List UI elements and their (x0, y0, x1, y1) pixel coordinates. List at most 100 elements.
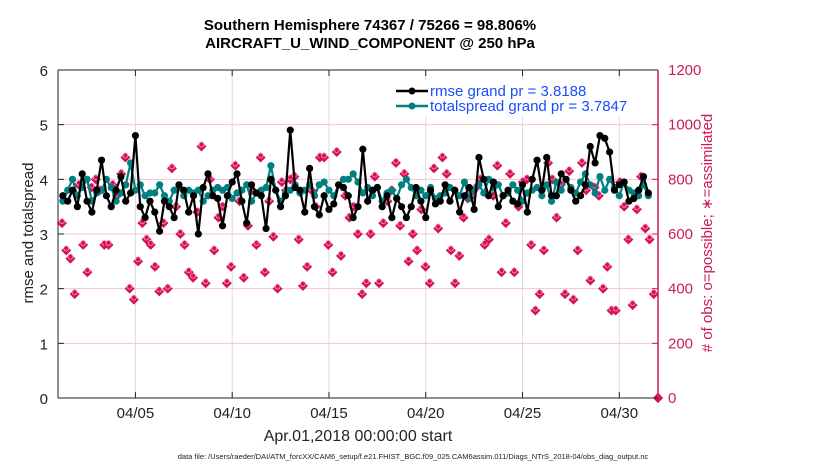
obs-possible-circle (502, 218, 509, 224)
x-tick-label: 04/25 (504, 405, 542, 422)
rmse-point (339, 183, 348, 192)
obs-count-marker (251, 239, 262, 250)
obs-assimilated-star (623, 234, 634, 245)
obs-count-marker (162, 283, 173, 294)
obs-possible-circle (143, 234, 150, 241)
totalspread-point (591, 189, 599, 197)
obs-count-marker (407, 229, 418, 239)
rmse-point (426, 186, 435, 194)
obs-count-marker (124, 283, 135, 294)
y-right-tick-label: 400 (668, 281, 693, 298)
rmse-point (88, 208, 96, 216)
rmse-point (276, 203, 285, 211)
totalspread-point (514, 186, 522, 194)
obs-possible-circle (147, 240, 154, 246)
obs-count-marker (500, 218, 511, 229)
obs-assimilated-star (631, 204, 642, 215)
totalspread-point (615, 192, 623, 200)
totalspread-point (601, 186, 609, 194)
obs-assimilated-star (454, 250, 465, 261)
rmse-point (538, 186, 546, 194)
rmse-point (359, 145, 367, 153)
x-tick-label: 04/20 (407, 405, 445, 422)
obs-count-marker (378, 218, 389, 229)
obs-assimilated-star (82, 267, 93, 278)
rmse-point (523, 208, 531, 216)
obs-assimilated-star (259, 267, 270, 278)
obs-assimilated-star (585, 275, 596, 286)
legend-totalspread-marker (408, 102, 416, 110)
obs-possible-circle (295, 234, 302, 241)
obs-possible-circle (405, 256, 412, 263)
rmse-point (131, 132, 140, 140)
obs-count-marker (226, 261, 237, 272)
obs-possible-circle (122, 152, 129, 159)
obs-possible-circle (650, 289, 657, 296)
obs-count-marker (149, 261, 160, 272)
rmse-point (112, 186, 120, 194)
obs-assimilated-star (365, 229, 376, 239)
rmse-point (310, 203, 319, 211)
obs-assimilated-star (154, 286, 165, 297)
obs-count-marker (538, 245, 549, 256)
obs-assimilated-star (420, 261, 431, 272)
obs-possible-circle (570, 294, 577, 301)
totalspread-point (538, 192, 546, 200)
obs-count-marker (534, 289, 545, 300)
obs-assimilated-star (128, 294, 139, 305)
x-axis-label: Apr.01,2018 00:00:00 start (264, 428, 453, 445)
obs-possible-circle (633, 204, 640, 211)
totalspread-point (596, 173, 604, 181)
obs-possible-circle (566, 166, 573, 173)
obs-possible-circle (621, 201, 628, 208)
rmse-point (349, 214, 357, 222)
y-right-tick-label: 600 (668, 226, 693, 243)
rmse-point (601, 134, 609, 142)
obs-assimilated-star (395, 220, 406, 231)
rmse-point (151, 208, 159, 216)
rmse-point (267, 175, 275, 183)
obs-assimilated-star (627, 300, 638, 311)
y-tick-label: 3 (40, 227, 48, 244)
obs-possible-circle (422, 261, 429, 268)
obs-assimilated-star (78, 239, 89, 250)
obs-possible-circle (532, 305, 539, 312)
obs-possible-circle (354, 229, 361, 235)
rmse-point (388, 214, 396, 222)
obs-possible-circle (600, 283, 606, 290)
obs-possible-circle (278, 177, 285, 183)
obs-assimilated-star (124, 283, 135, 294)
rmse-point (286, 126, 294, 134)
rmse-point (528, 175, 536, 183)
obs-count-marker (492, 160, 503, 171)
rmse-point (204, 170, 212, 178)
obs-count-marker (551, 212, 562, 223)
obs-count-marker (369, 171, 380, 182)
rmse-point (199, 183, 207, 192)
obs-assimilated-star (407, 229, 418, 239)
obs-count-marker (196, 141, 207, 152)
obs-assimilated-star (226, 261, 237, 272)
legend-rmse-label: rmse grand pr = 3.8188 (430, 83, 586, 100)
obs-possible-circle (540, 245, 547, 252)
obs-count-marker (238, 272, 249, 283)
rmse-point (635, 186, 643, 194)
obs-possible-circle (646, 234, 653, 241)
obs-possible-circle (393, 158, 399, 164)
obs-count-marker (437, 152, 448, 163)
rmse-point (73, 203, 81, 211)
totalspread-point (262, 183, 270, 192)
obs-count-marker (327, 267, 338, 278)
obs-count-marker (560, 289, 571, 300)
obs-count-marker (69, 289, 80, 300)
obs-possible-circle (304, 261, 311, 268)
obs-count-marker (610, 305, 621, 316)
obs-count-marker (200, 278, 211, 289)
totalspread-point (547, 197, 556, 205)
rmse-point (330, 200, 338, 208)
rmse-point (378, 203, 386, 211)
obs-count-marker (424, 278, 435, 289)
x-tick-label: 04/15 (310, 405, 348, 422)
y-tick-label: 5 (40, 118, 48, 135)
obs-assimilated-star (509, 267, 520, 278)
